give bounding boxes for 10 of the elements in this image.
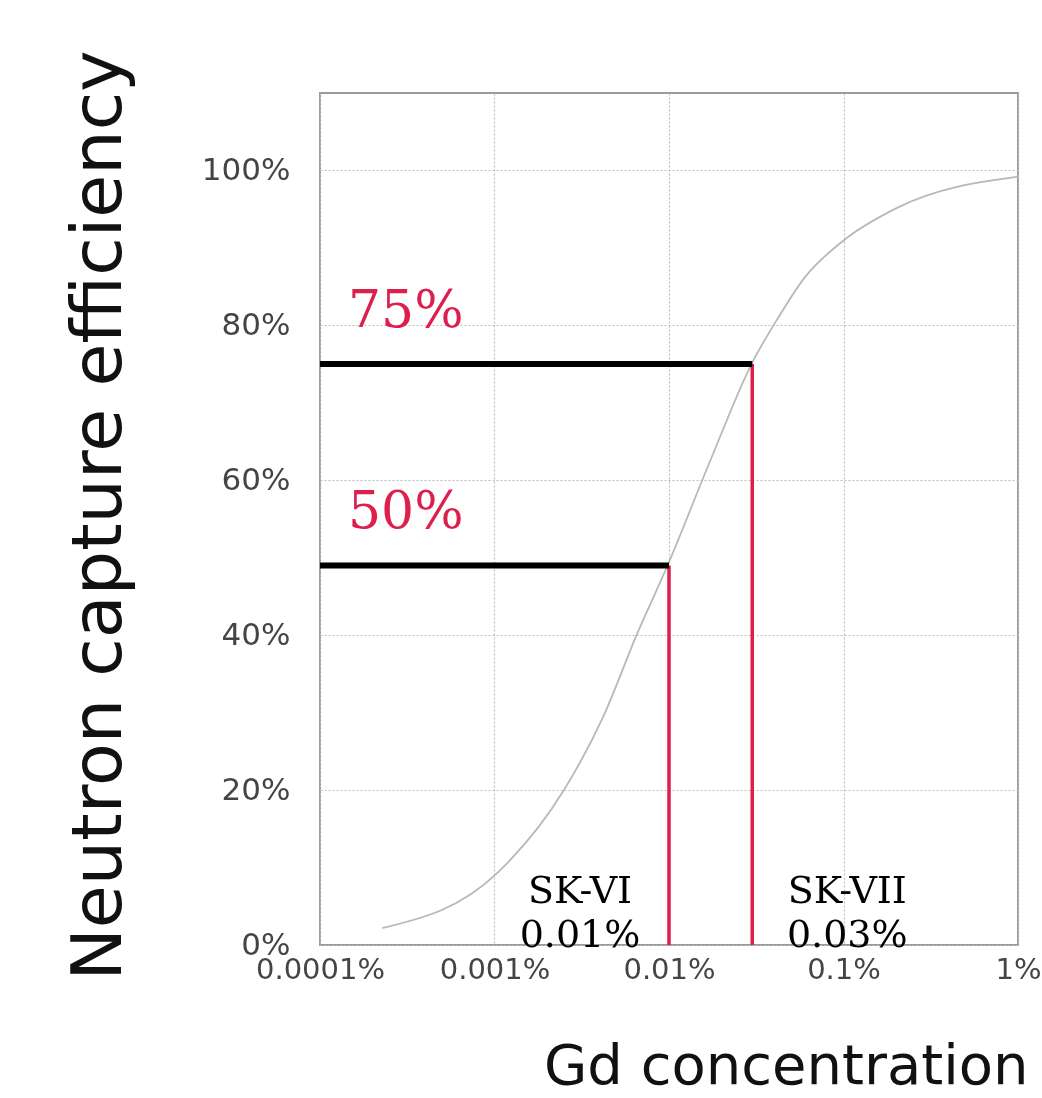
annotation: 50% xyxy=(348,480,464,541)
x-tick-label: 1% xyxy=(995,951,1042,986)
y-tick-label: 20% xyxy=(221,770,291,807)
y-axis-title: Neutron capture efficiency xyxy=(55,50,138,981)
y-tick-label: 40% xyxy=(221,615,291,652)
y-tick-label: 60% xyxy=(221,460,291,497)
x-axis-title: Gd concentration xyxy=(543,1031,1029,1097)
y-tick-label: 100% xyxy=(201,150,291,187)
annotation: 75% xyxy=(348,279,464,340)
y-tick-label: 80% xyxy=(221,305,291,342)
